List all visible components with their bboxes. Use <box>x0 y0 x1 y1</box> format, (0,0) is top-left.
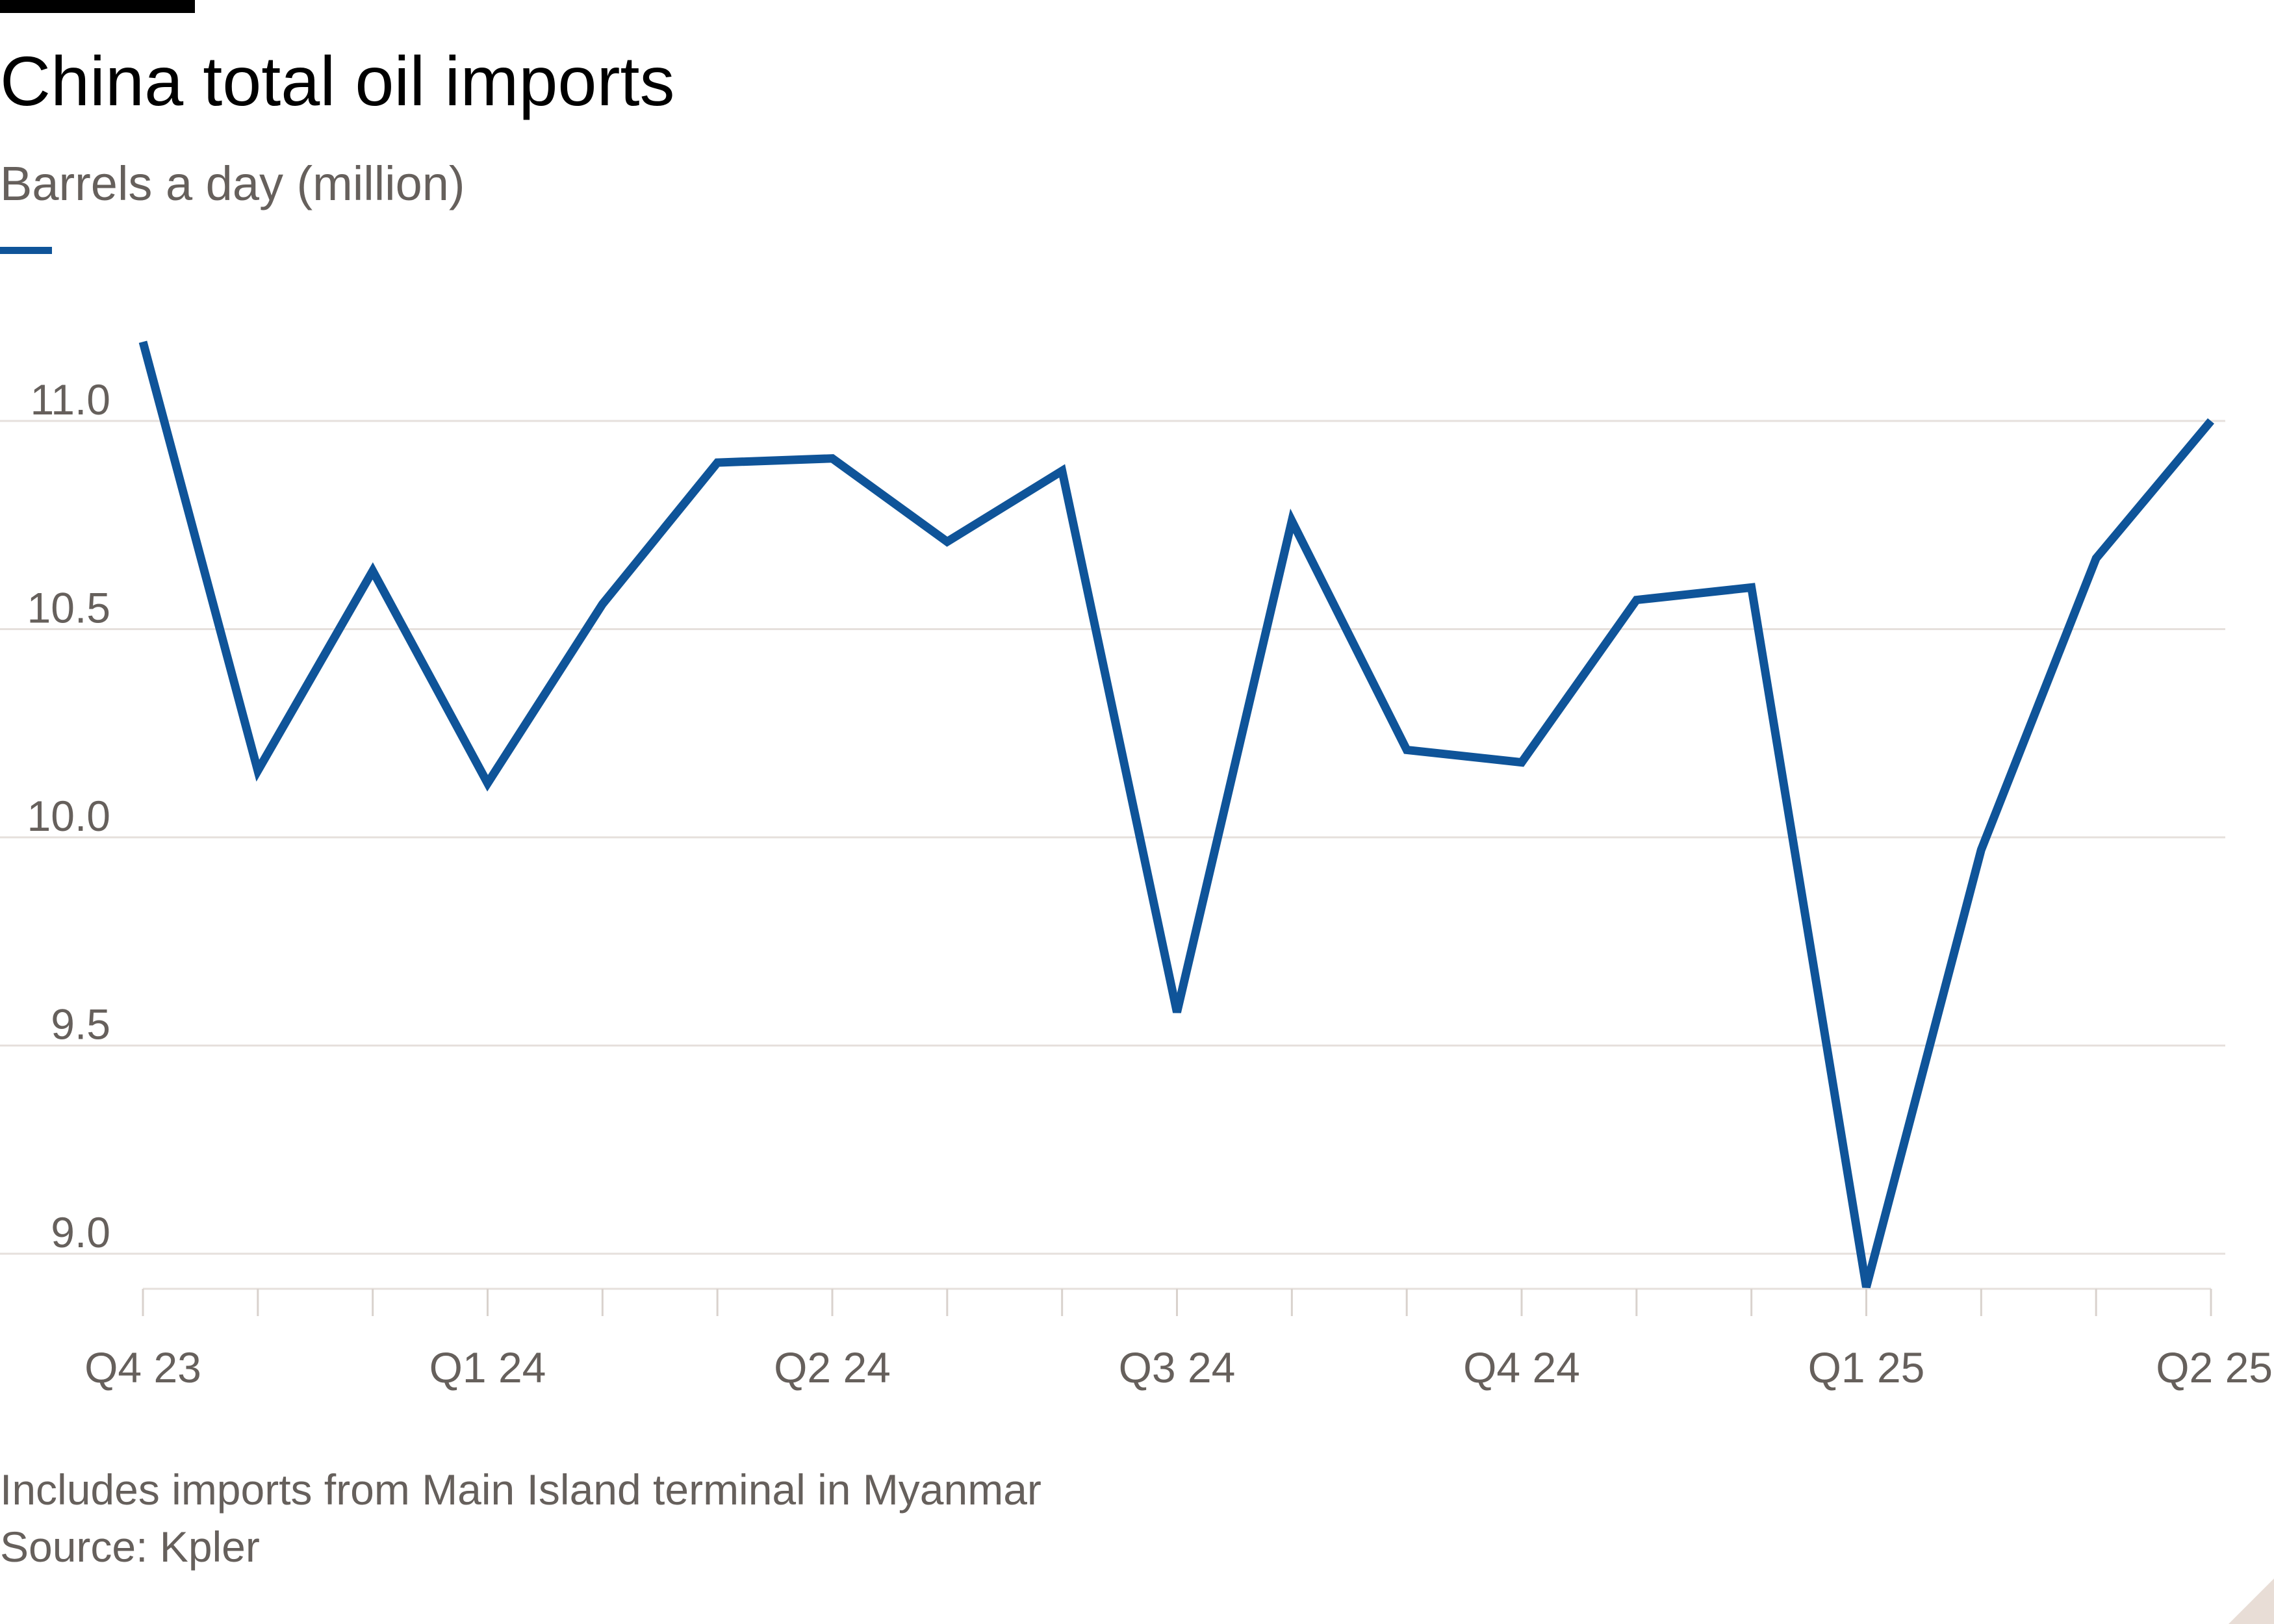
gridlines <box>0 420 2225 1255</box>
x-tick-label-3: Q3 24 <box>1119 1343 1236 1391</box>
series-layer <box>138 340 2214 1288</box>
chart-title: China total oil imports <box>0 42 675 120</box>
x-tick-label-2: Q2 24 <box>774 1343 891 1391</box>
y-tick-label-0: 9.0 <box>51 1208 110 1256</box>
line-chart: 9.09.510.010.511.0 Q4 23 Q1 24 Q2 24 Q3 24 Q… <box>0 340 2273 1391</box>
x-tick-label-0: Q4 23 <box>84 1343 201 1391</box>
y-tick-label-4: 11.0 <box>30 375 110 424</box>
series-swatch <box>0 247 52 254</box>
y-tick-label-3: 10.5 <box>27 584 110 632</box>
series-line <box>138 340 2214 1288</box>
chart-source: Source: Kpler <box>0 1523 260 1571</box>
x-axis <box>142 1288 2212 1316</box>
chart-note: Includes imports from Main Island termin… <box>0 1465 1041 1514</box>
x-tick-label-1: Q1 24 <box>429 1343 546 1391</box>
corner-decoration <box>2229 1579 2274 1624</box>
x-tick-label-5: Q1 25 <box>1808 1343 1925 1391</box>
y-tick-labels: 9.0 9.5 10.0 10.5 11.0 <box>27 375 110 1256</box>
y-tick-label-2: 10.0 <box>27 792 110 840</box>
x-tick-labels: Q4 23 Q1 24 Q2 24 Q3 24 Q4 24 Q1 25 Q2 25 <box>84 1343 2273 1391</box>
y-tick-label-1: 9.5 <box>51 1000 110 1048</box>
top-rule <box>0 0 195 13</box>
x-tick-label-6: Q2 25 <box>2156 1343 2273 1391</box>
chart-subtitle: Barrels a day (million) <box>0 157 465 210</box>
x-tick-label-4: Q4 24 <box>1463 1343 1580 1391</box>
